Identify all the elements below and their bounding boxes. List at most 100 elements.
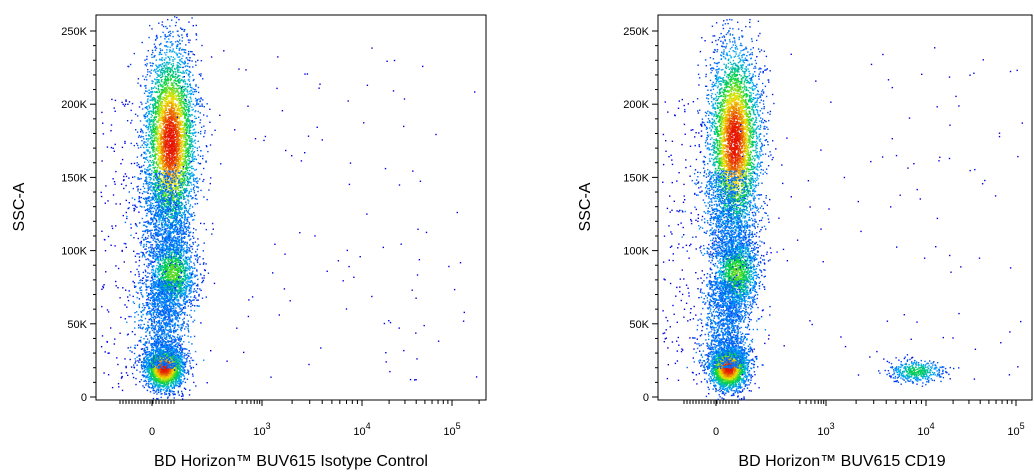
- scatter-point: [194, 274, 196, 276]
- scatter-point: [175, 21, 177, 24]
- scatter-point: [179, 384, 181, 386]
- scatter-point: [178, 371, 180, 374]
- scatter-point: [136, 268, 138, 271]
- scatter-point: [155, 371, 157, 373]
- scatter-point: [189, 389, 191, 391]
- scatter-point: [194, 241, 197, 243]
- scatter-point: [158, 379, 160, 381]
- scatter-point: [135, 383, 137, 386]
- scatter-point: [157, 269, 159, 271]
- scatter-point: [144, 374, 146, 377]
- scatter-point: [145, 380, 147, 383]
- scatter-point: [147, 382, 149, 385]
- scatter-point: [180, 361, 182, 364]
- scatter-point: [160, 49, 162, 52]
- scatter-point: [186, 270, 188, 272]
- scatter-point: [181, 217, 183, 219]
- scatter-point: [189, 90, 191, 93]
- scatter-point: [125, 184, 127, 187]
- scatter-point: [173, 385, 176, 388]
- scatter-point: [153, 392, 155, 394]
- scatter-point: [182, 278, 184, 280]
- scatter-point: [189, 105, 191, 107]
- scatter-point: [161, 371, 163, 374]
- scatter-point: [192, 103, 195, 106]
- scatter-point: [163, 378, 165, 380]
- scatter-point: [177, 360, 180, 362]
- scatter-point: [154, 369, 156, 372]
- scatter-point: [169, 384, 172, 386]
- scatter-point: [161, 376, 163, 378]
- scatter-point: [136, 206, 138, 208]
- scatter-point: [177, 291, 179, 293]
- scatter-point: [178, 366, 181, 368]
- scatter-point: [208, 189, 210, 191]
- scatter-point: [179, 85, 181, 87]
- scatter-point: [167, 262, 170, 265]
- scatter-point: [168, 389, 171, 391]
- scatter-point: [194, 88, 197, 91]
- scatter-point: [141, 130, 144, 132]
- scatter-point: [201, 297, 204, 299]
- scatter-point: [166, 376, 169, 378]
- scatter-point: [165, 390, 168, 393]
- scatter-point: [156, 397, 158, 400]
- scatter-point: [151, 369, 153, 371]
- scatter-point: [179, 379, 182, 381]
- scatter-point: [187, 278, 189, 280]
- scatter-point: [183, 273, 186, 275]
- scatter-point: [142, 252, 144, 254]
- scatter-point: [165, 372, 168, 374]
- scatter-point: [190, 266, 193, 268]
- scatter-point: [147, 374, 150, 376]
- scatter-point: [158, 371, 160, 374]
- scatter-point: [171, 73, 173, 76]
- scatter-point: [193, 264, 196, 266]
- scatter-point: [167, 258, 169, 261]
- scatter-point: [174, 382, 177, 385]
- scatter-point: [153, 370, 155, 372]
- scatter-point: [157, 398, 159, 400]
- scatter-point: [190, 291, 192, 294]
- scatter-point: [172, 364, 175, 366]
- scatter-point: [168, 387, 170, 389]
- scatter-point: [156, 374, 158, 377]
- scatter-point: [169, 382, 171, 384]
- scatter-point: [156, 163, 158, 166]
- scatter-point: [171, 370, 174, 372]
- scatter-point: [166, 65, 168, 67]
- scatter-point: [201, 277, 203, 279]
- scatter-point: [152, 278, 154, 280]
- scatter-point: [204, 269, 206, 272]
- scatter-point: [144, 274, 147, 277]
- scatter-point: [148, 367, 150, 370]
- scatter-point: [146, 250, 148, 253]
- scatter-point: [187, 209, 190, 211]
- scatter-point: [162, 262, 164, 264]
- scatter-point: [184, 278, 186, 281]
- scatter-point: [193, 381, 195, 384]
- scatter-point: [181, 369, 183, 371]
- scatter-point: [167, 377, 170, 379]
- scatter-point: [192, 291, 195, 293]
- scatter-point: [199, 263, 201, 265]
- scatter-point: [154, 384, 156, 387]
- scatter-point: [142, 376, 145, 378]
- scatter-point: [196, 299, 198, 301]
- scatter-point: [148, 373, 150, 375]
- scatter-point: [130, 109, 132, 112]
- scatter-point: [187, 202, 190, 204]
- scatter-point: [186, 244, 188, 246]
- scatter-point: [179, 268, 181, 270]
- scatter-point: [150, 87, 153, 89]
- scatter-point: [160, 122, 162, 124]
- scatter-point: [200, 73, 202, 75]
- scatter-point: [165, 369, 168, 371]
- scatter-point: [138, 355, 140, 357]
- scatter-point: [166, 371, 168, 373]
- scatter-point: [139, 371, 141, 373]
- scatter-point: [178, 263, 181, 266]
- scatter-point: [170, 380, 173, 382]
- scatter-point: [159, 373, 161, 376]
- scatter-point: [205, 263, 207, 265]
